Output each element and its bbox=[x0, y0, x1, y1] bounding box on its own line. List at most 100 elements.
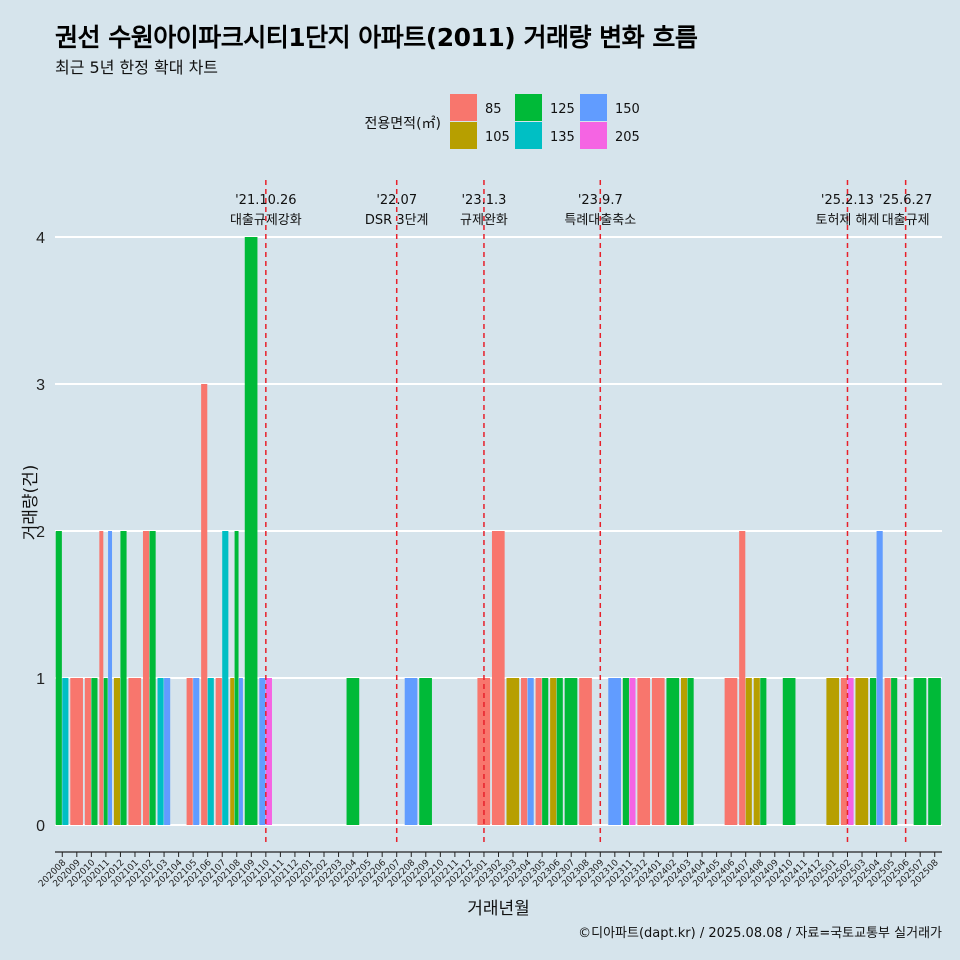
event-label: 대출규제강화 bbox=[230, 213, 302, 228]
bar-202110-150 bbox=[259, 678, 266, 825]
bar-202108-150 bbox=[238, 678, 243, 825]
bar-202311-205 bbox=[629, 678, 636, 825]
legend-label-105: 105 bbox=[485, 130, 510, 145]
event-date: '23.1.3 bbox=[461, 193, 506, 208]
bar-202010-85 bbox=[84, 678, 91, 825]
bar-202502-85 bbox=[840, 678, 848, 825]
chart-subtitle: 최근 5년 한정 확대 차트 bbox=[55, 58, 219, 77]
bar-202407-85 bbox=[739, 531, 746, 825]
bar-202107-135 bbox=[222, 531, 229, 825]
legend-swatch-150 bbox=[580, 94, 607, 121]
event-label: 규제완화 bbox=[460, 213, 508, 228]
bar-202502-205 bbox=[847, 678, 854, 825]
bar-202105-150 bbox=[193, 678, 200, 825]
bar-202403-125 bbox=[687, 678, 694, 825]
bar-202107-85 bbox=[215, 678, 222, 825]
event-date: '22.07 bbox=[376, 193, 417, 208]
event-label: 대출규제 bbox=[882, 213, 930, 228]
bar-202102-85 bbox=[142, 531, 150, 825]
legend-label-135: 135 bbox=[550, 130, 575, 145]
bar-202011-125 bbox=[103, 678, 108, 825]
bar-202401-85 bbox=[651, 678, 665, 825]
event-date: '25.2.13 bbox=[821, 193, 874, 208]
bar-202505-85 bbox=[884, 678, 891, 825]
bar-202008-135 bbox=[62, 678, 69, 825]
bar-202306-105 bbox=[550, 678, 557, 825]
y-tick-label: 1 bbox=[36, 671, 45, 688]
bar-202312-85 bbox=[637, 678, 651, 825]
bar-202302-85 bbox=[491, 531, 505, 825]
legend-swatch-85 bbox=[450, 94, 477, 121]
bar-202508-125 bbox=[928, 678, 941, 825]
y-tick-label: 3 bbox=[36, 377, 45, 394]
bar-202402-125 bbox=[666, 678, 680, 825]
bar-202504-125 bbox=[870, 678, 877, 825]
legend-swatch-135 bbox=[515, 122, 542, 149]
bar-202503-105 bbox=[855, 678, 869, 825]
legend-swatch-205 bbox=[580, 122, 607, 149]
legend-label-150: 150 bbox=[615, 102, 640, 117]
bar-202009-85 bbox=[70, 678, 83, 825]
bar-202208-150 bbox=[404, 678, 418, 825]
bar-202311-125 bbox=[622, 678, 629, 825]
bar-202410-125 bbox=[782, 678, 796, 825]
bar-202408-105 bbox=[753, 678, 760, 825]
bar-202209-125 bbox=[419, 678, 432, 825]
bar-202010-125 bbox=[91, 678, 98, 825]
bar-202102-125 bbox=[149, 531, 156, 825]
bar-202305-125 bbox=[542, 678, 549, 825]
bar-202011-85 bbox=[99, 531, 104, 825]
bar-202504-150 bbox=[876, 531, 883, 825]
bar-202505-125 bbox=[891, 678, 898, 825]
bar-202103-135 bbox=[157, 678, 164, 825]
bar-202108-105 bbox=[230, 678, 235, 825]
source-credit: ©디아파트(dapt.kr) / 2025.08.08 / 자료=국토교통부 실… bbox=[578, 926, 942, 941]
bar-202501-105 bbox=[826, 678, 840, 825]
bar-202310-150 bbox=[608, 678, 621, 825]
bar-202110-205 bbox=[265, 678, 272, 825]
bar-202106-85 bbox=[201, 384, 208, 825]
bar-202106-135 bbox=[207, 678, 214, 825]
bar-202101-85 bbox=[128, 678, 142, 825]
bar-202011-150 bbox=[108, 531, 113, 825]
x-axis-title: 거래년월 bbox=[467, 899, 530, 919]
legend-swatch-125 bbox=[515, 94, 542, 121]
bar-202012-105 bbox=[113, 678, 121, 825]
y-tick-label: 0 bbox=[36, 818, 45, 835]
y-tick-label: 2 bbox=[36, 524, 45, 541]
bar-202012-125 bbox=[120, 531, 127, 825]
bar-202103-150 bbox=[164, 678, 171, 825]
legend-title: 전용면적(㎡) bbox=[365, 116, 441, 132]
bar-202406-85 bbox=[724, 678, 738, 825]
bar-202304-150 bbox=[527, 678, 534, 825]
legend-label-85: 85 bbox=[485, 102, 502, 117]
legend-label-205: 205 bbox=[615, 130, 640, 145]
bar-202308-85 bbox=[579, 678, 592, 825]
bar-202109-125 bbox=[244, 237, 258, 825]
y-tick-label: 4 bbox=[36, 230, 45, 247]
bar-202407-105 bbox=[745, 678, 752, 825]
bar-202304-85 bbox=[521, 678, 528, 825]
y-axis-title: 거래량(건) bbox=[21, 465, 41, 541]
event-date: '23.9.7 bbox=[578, 193, 623, 208]
bar-202408-125 bbox=[760, 678, 767, 825]
event-date: '25.6.27 bbox=[879, 193, 932, 208]
event-label: 특례대출축소 bbox=[564, 213, 636, 228]
bar-202403-105 bbox=[680, 678, 688, 825]
event-label: 토허제 해제 bbox=[816, 213, 880, 228]
bar-202204-125 bbox=[346, 678, 360, 825]
bar-202108-125 bbox=[234, 531, 239, 825]
legend-swatch-105 bbox=[450, 122, 477, 149]
bar-202105-85 bbox=[186, 678, 193, 825]
bar-202507-125 bbox=[913, 678, 927, 825]
event-date: '21.10.26 bbox=[235, 193, 296, 208]
bar-202008-125 bbox=[55, 531, 62, 825]
bar-202303-105 bbox=[506, 678, 520, 825]
bar-202306-125 bbox=[556, 678, 563, 825]
bar-202305-85 bbox=[535, 678, 542, 825]
legend-label-125: 125 bbox=[550, 102, 575, 117]
event-label: DSR 3단계 bbox=[365, 213, 429, 228]
bar-202307-125 bbox=[564, 678, 578, 825]
chart-title: 권선 수원아이파크시티1단지 아파트(2011) 거래량 변화 흐름 bbox=[55, 23, 698, 52]
